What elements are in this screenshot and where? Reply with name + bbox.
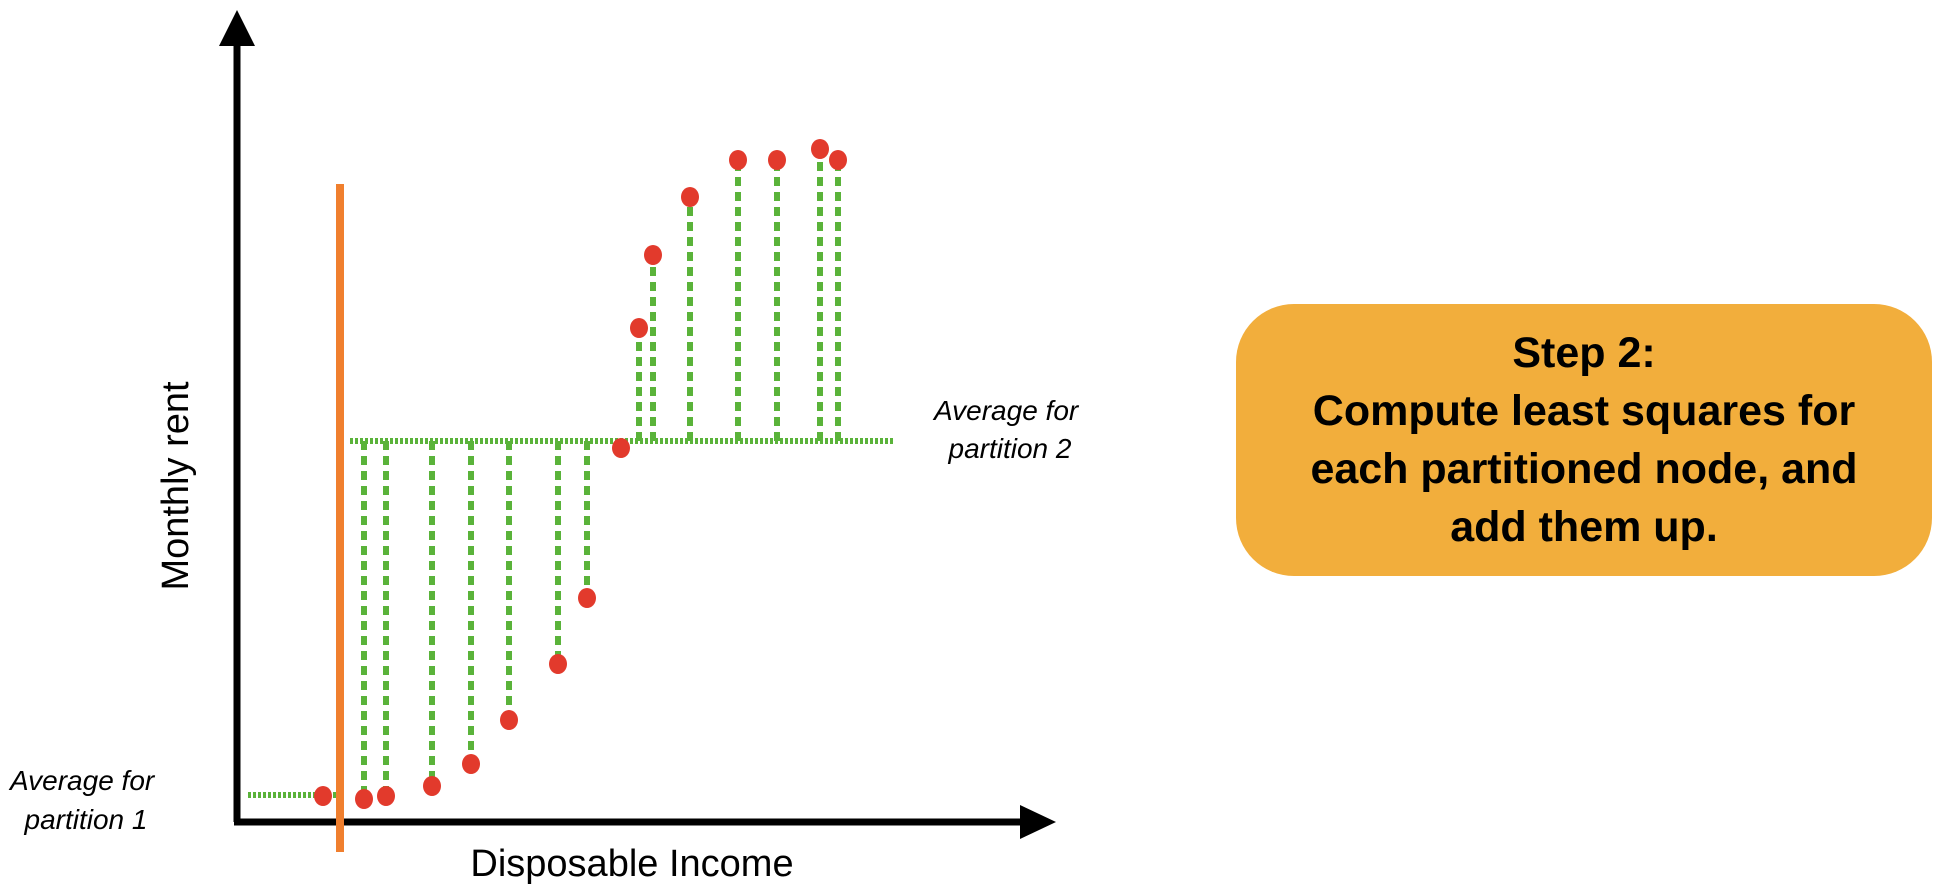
data-point bbox=[500, 710, 518, 730]
step-title: Step 2: bbox=[1512, 329, 1656, 377]
partition1-average-label: Average for partition 1 bbox=[8, 765, 162, 835]
data-point bbox=[681, 187, 699, 207]
data-point bbox=[423, 776, 441, 796]
y-axis-label: Monthly rent bbox=[155, 381, 197, 591]
residual-lines bbox=[361, 149, 841, 799]
data-point bbox=[829, 150, 847, 170]
y-axis-arrowhead bbox=[219, 10, 255, 46]
step-callout-box: Step 2: Compute least squares for each p… bbox=[1236, 304, 1932, 576]
data-points bbox=[314, 139, 847, 809]
axes bbox=[219, 10, 1056, 839]
data-point bbox=[811, 139, 829, 159]
data-point bbox=[578, 588, 596, 608]
partition1-label-line2: partition 1 bbox=[24, 804, 148, 835]
partition1-label-line1: Average for bbox=[8, 765, 156, 796]
data-point bbox=[462, 754, 480, 774]
x-axis-label: Disposable Income bbox=[470, 843, 793, 885]
partition2-label-line2: partition 2 bbox=[948, 433, 1072, 464]
data-point bbox=[729, 150, 747, 170]
data-point bbox=[549, 654, 567, 674]
step-text-line2: each partitioned node, and bbox=[1310, 445, 1858, 493]
step-text-line1: Compute least squares for bbox=[1312, 387, 1856, 435]
data-point bbox=[314, 786, 332, 806]
partition2-label-line1: Average for bbox=[932, 395, 1080, 426]
data-point bbox=[355, 789, 373, 809]
data-point bbox=[612, 438, 630, 458]
data-point bbox=[644, 245, 662, 265]
step-text-line3: add them up. bbox=[1450, 503, 1718, 551]
x-axis-arrowhead bbox=[1020, 805, 1056, 839]
data-point bbox=[768, 150, 786, 170]
partition2-average-label: Average for partition 2 bbox=[932, 395, 1086, 464]
data-point bbox=[630, 318, 648, 338]
data-point bbox=[377, 786, 395, 806]
